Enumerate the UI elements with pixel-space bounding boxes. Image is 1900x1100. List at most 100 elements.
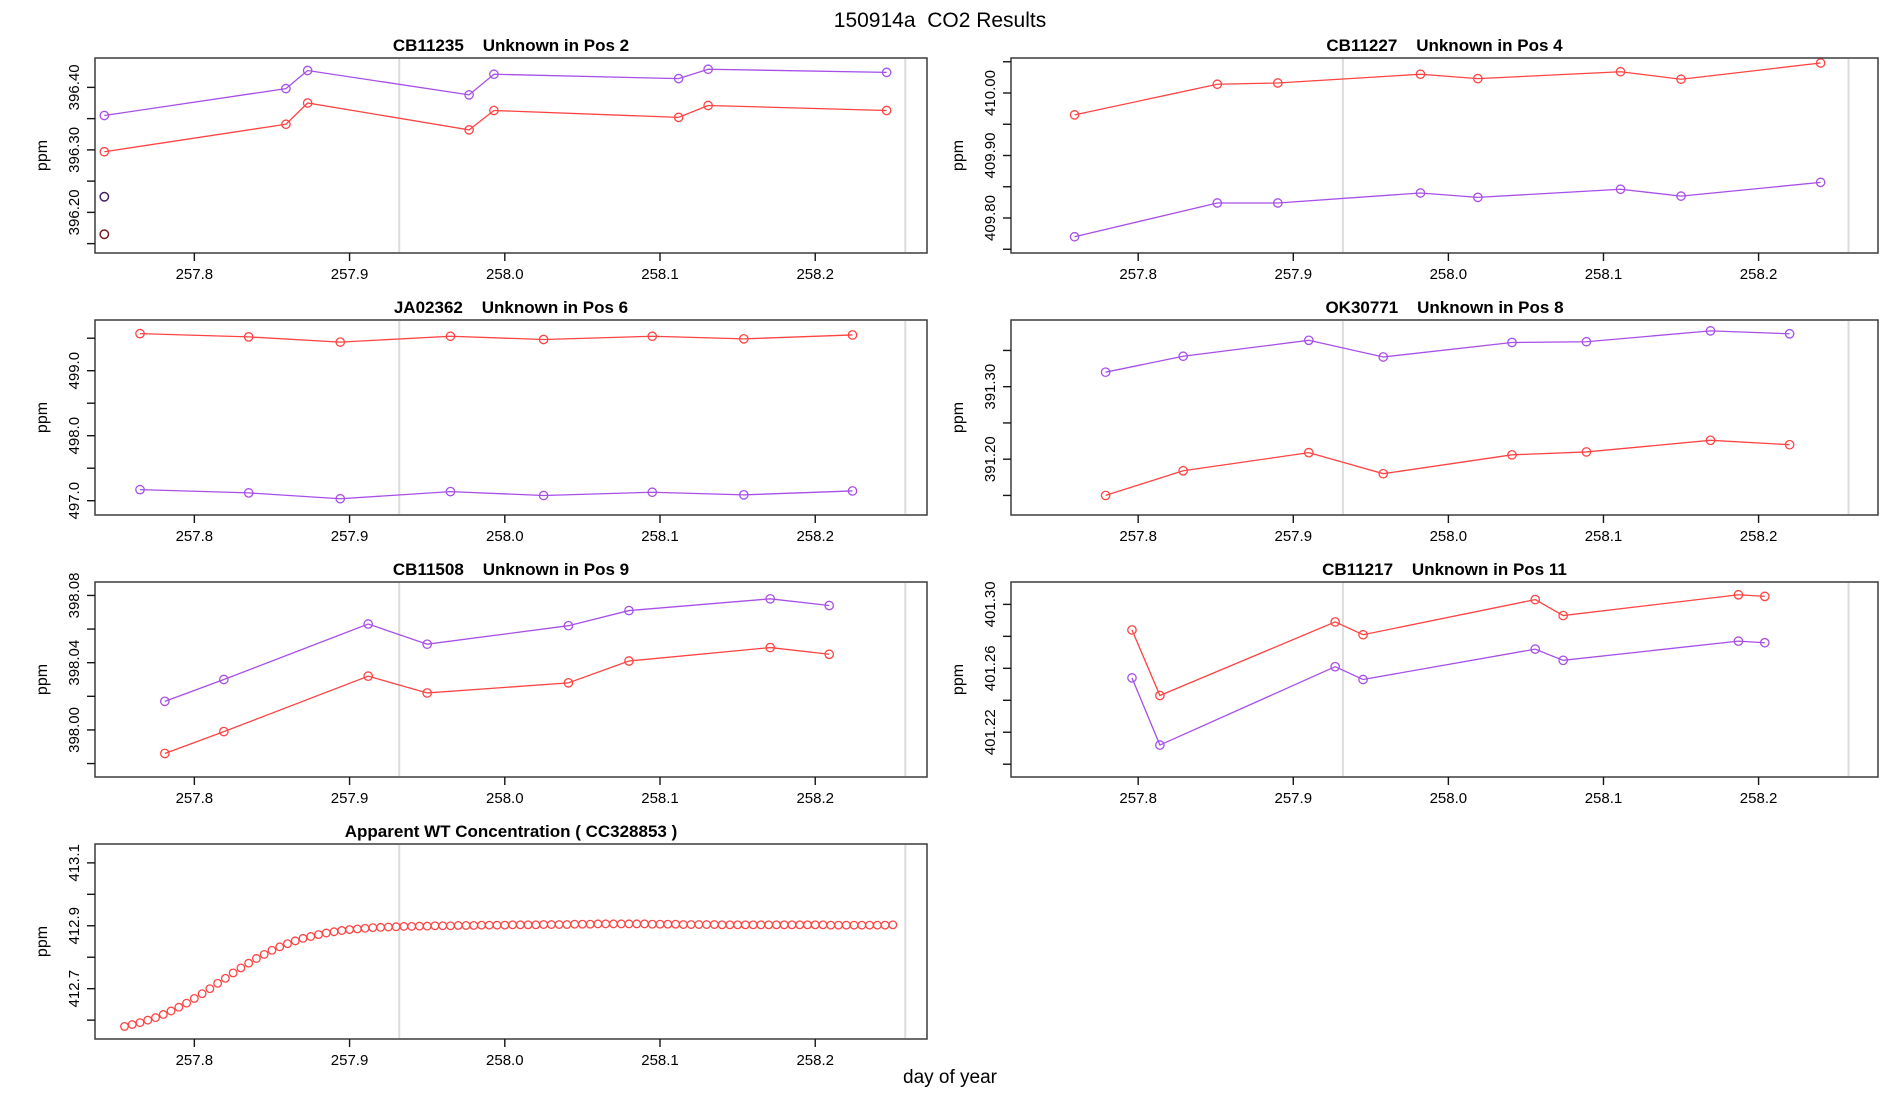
x-tick-label: 257.9 bbox=[331, 266, 369, 283]
data-point-red bbox=[461, 921, 471, 930]
data-point-purple bbox=[1733, 636, 1744, 646]
data-point-red bbox=[158, 1010, 168, 1019]
panel-4: 257.8 257.9 258.0 258.1 258.2 391.20 391.30 OK3… bbox=[950, 298, 1879, 545]
plot-frame bbox=[94, 57, 928, 254]
data-point-red bbox=[438, 921, 448, 931]
data-point-red bbox=[546, 920, 556, 929]
data-point-purple bbox=[489, 69, 499, 80]
panel-7: 257.8 257.9 258.0 258.1 258.2 412.7 412.9 413.1… bbox=[34, 822, 928, 1069]
data-point-red bbox=[218, 726, 229, 737]
series-line-purple bbox=[139, 489, 853, 500]
data-point-red bbox=[888, 920, 898, 930]
data-point-red bbox=[275, 942, 285, 952]
data-point-red bbox=[554, 920, 564, 929]
x-tick-label: 258.0 bbox=[486, 266, 524, 283]
data-point-purple bbox=[422, 639, 433, 650]
panel-2: 257.8 257.9 258.0 258.1 258.2 409.80 409.90 410… bbox=[950, 36, 1879, 283]
data-point-red bbox=[259, 949, 269, 959]
data-point-red bbox=[810, 920, 820, 930]
data-point-red bbox=[414, 921, 424, 931]
plot-frame bbox=[1010, 581, 1879, 778]
data-point-red bbox=[1100, 490, 1111, 501]
data-point-red bbox=[383, 922, 393, 932]
series-line-red bbox=[104, 102, 887, 153]
x-tick-label: 257.8 bbox=[176, 790, 214, 807]
data-point-red bbox=[1127, 625, 1137, 635]
data-point-purple bbox=[624, 605, 634, 616]
panel-title: CB11227 Unknown in Pos 4 bbox=[1326, 36, 1563, 55]
data-point-red bbox=[624, 919, 634, 929]
data-point-red bbox=[647, 919, 657, 929]
y-tick-label: 412.9 bbox=[66, 907, 83, 945]
data-point-red bbox=[244, 958, 254, 968]
panel-title: CB11508 Unknown in Pos 9 bbox=[393, 560, 629, 579]
data-point-red bbox=[538, 334, 549, 345]
x-tick-label: 258.2 bbox=[796, 266, 834, 283]
data-point-red bbox=[1358, 629, 1368, 640]
data-point-red bbox=[335, 337, 346, 347]
data-point-red bbox=[1759, 591, 1770, 602]
data-point-red bbox=[492, 920, 502, 930]
data-point-purple bbox=[302, 65, 313, 76]
data-point-red bbox=[298, 933, 308, 943]
x-tick-label: 258.2 bbox=[796, 1052, 834, 1069]
data-point-red bbox=[360, 923, 370, 933]
data-point-red bbox=[616, 919, 626, 929]
y-tick-label: 497.0 bbox=[66, 482, 83, 520]
data-point-red bbox=[329, 927, 339, 937]
data-point-red bbox=[601, 919, 611, 929]
data-point-red bbox=[826, 920, 836, 930]
panel-5: 257.8 257.9 258.0 258.1 258.2 398.00 398.04 398… bbox=[34, 560, 928, 807]
y-tick-label: 398.04 bbox=[66, 640, 83, 686]
data-point-red bbox=[733, 920, 743, 930]
x-tick-label: 258.0 bbox=[1430, 528, 1468, 545]
data-point-purple bbox=[160, 696, 170, 707]
data-point-red bbox=[834, 920, 843, 930]
x-tick-label: 258.0 bbox=[486, 1052, 524, 1069]
x-tick-label: 258.1 bbox=[641, 528, 679, 545]
data-point-purple bbox=[1507, 337, 1517, 348]
series-line-purple bbox=[1074, 181, 1821, 238]
data-point-red bbox=[135, 328, 145, 339]
data-point-red bbox=[422, 921, 432, 931]
data-point-red bbox=[1415, 69, 1426, 80]
data-point-red bbox=[143, 1015, 153, 1025]
data-point-red bbox=[1155, 690, 1165, 701]
data-point-purple bbox=[1784, 328, 1795, 339]
data-point-red bbox=[608, 919, 618, 929]
data-point-purple bbox=[464, 90, 474, 100]
data-point-red bbox=[352, 924, 362, 934]
data-point-red bbox=[849, 920, 859, 930]
data-point-red bbox=[399, 921, 409, 931]
data-point-red bbox=[1676, 74, 1686, 85]
data-point-purple bbox=[243, 488, 254, 498]
data-point-purple bbox=[1272, 198, 1283, 208]
data-point-purple bbox=[1472, 192, 1483, 203]
x-tick-label: 257.9 bbox=[331, 528, 369, 545]
data-point-red bbox=[1272, 78, 1283, 88]
data-point-red bbox=[1815, 58, 1826, 68]
data-point-red bbox=[290, 936, 300, 946]
y-tick-label: 391.30 bbox=[982, 364, 999, 410]
data-point-red bbox=[577, 919, 587, 929]
data-point-red bbox=[120, 1021, 129, 1031]
data-point-red bbox=[717, 920, 727, 930]
data-point-purple bbox=[1330, 661, 1341, 672]
x-tick-label: 257.8 bbox=[176, 266, 214, 283]
data-point-purple bbox=[99, 110, 110, 121]
data-point-red bbox=[803, 920, 812, 930]
x-tick-label: 257.8 bbox=[1119, 790, 1157, 807]
data-point-red bbox=[464, 125, 474, 135]
y-axis-label: ppm bbox=[950, 140, 967, 171]
data-point-red bbox=[337, 926, 347, 935]
data-point-red bbox=[166, 1006, 176, 1016]
panel-3: 257.8 257.9 258.0 258.1 258.2 497.0 498.0 499.0… bbox=[34, 298, 928, 545]
series-line-red bbox=[1105, 439, 1790, 497]
x-tick-label: 258.2 bbox=[1740, 528, 1778, 545]
data-point-purple bbox=[647, 487, 658, 498]
panel-6: 257.8 257.9 258.0 258.1 258.2 401.22 401.26 401… bbox=[950, 560, 1879, 807]
data-point-red bbox=[624, 656, 634, 666]
data-point-red bbox=[1581, 447, 1592, 457]
data-point-purple bbox=[847, 486, 858, 496]
